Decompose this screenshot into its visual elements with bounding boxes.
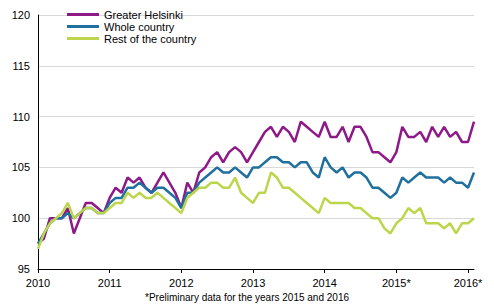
svg-text:*Preliminary data for the year: *Preliminary data for the years 2015 and… [145,292,349,303]
svg-text:Rest of the country: Rest of the country [104,33,197,45]
svg-text:120: 120 [12,9,30,21]
svg-text:Greater Helsinki: Greater Helsinki [104,9,183,21]
svg-text:2011: 2011 [98,277,122,289]
svg-text:100: 100 [12,212,30,224]
svg-text:115: 115 [12,60,30,72]
svg-text:110: 110 [12,111,30,123]
svg-text:Whole country: Whole country [104,21,175,33]
svg-text:2010: 2010 [26,277,50,289]
svg-text:2015*: 2015* [382,277,411,289]
svg-text:95: 95 [18,263,30,275]
svg-text:2012: 2012 [169,277,193,289]
svg-text:2016*: 2016* [454,277,483,289]
svg-text:2013: 2013 [241,277,265,289]
svg-text:105: 105 [12,161,30,173]
svg-text:2014: 2014 [312,277,336,289]
